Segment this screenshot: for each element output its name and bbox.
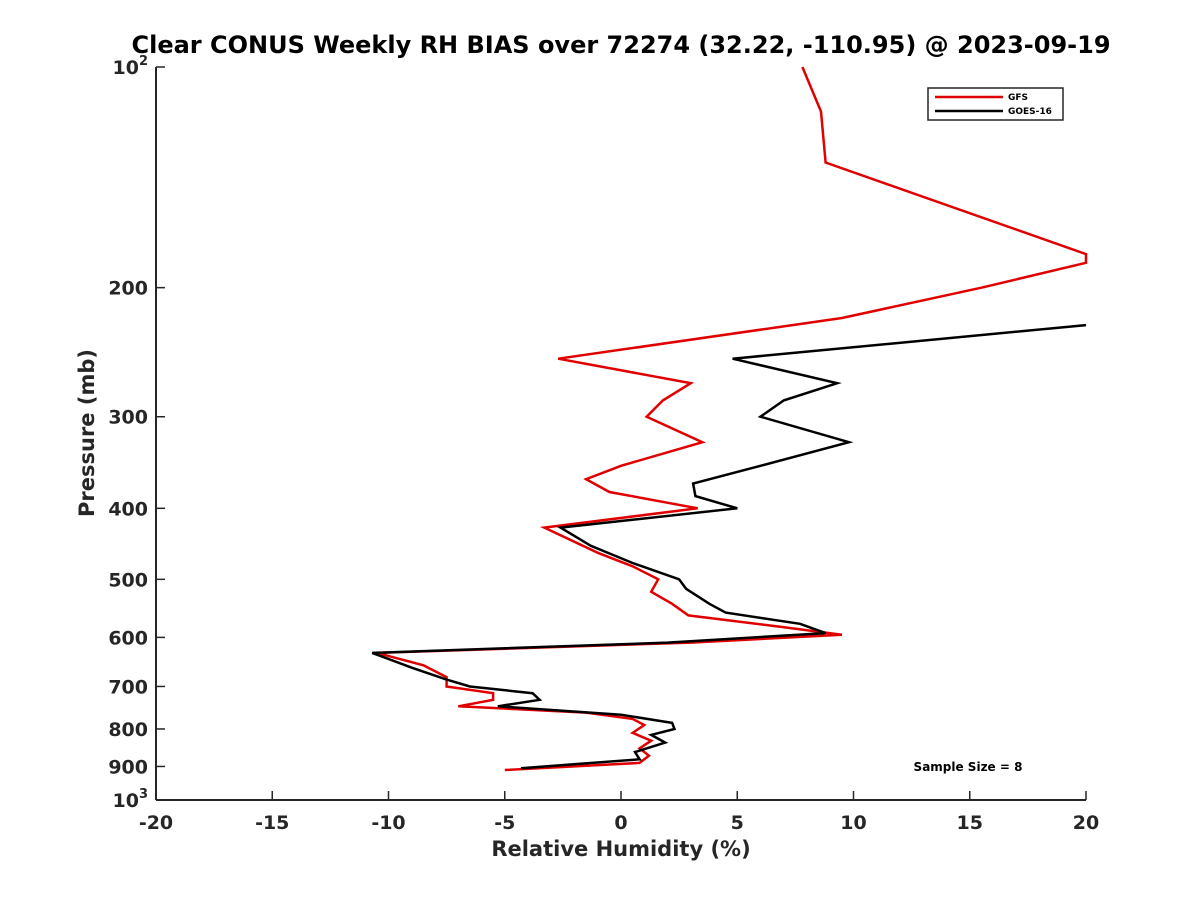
legend-label-goes16: GOES-16: [1008, 107, 1052, 117]
legend-label-gfs: GFS: [1008, 93, 1028, 103]
y-tick-base: 200: [108, 278, 148, 300]
y-axis-label: Pressure (mb): [75, 349, 99, 517]
y-tick-base: 300: [108, 407, 148, 429]
legend: GFS GOES-16: [927, 87, 1064, 121]
y-tick-label: 500: [108, 569, 148, 591]
series-line-gfs: [376, 66, 1088, 772]
y-tick-label: 800: [108, 719, 148, 741]
x-ticks: -20 -15 -10 -5 0 5 10 15 20: [139, 791, 1099, 834]
y-tick-label: 600: [108, 627, 148, 649]
x-tick-label: -5: [494, 812, 515, 834]
y-tick-exponent: 2: [139, 54, 148, 69]
y-tick-base: 900: [108, 756, 148, 778]
y-tick-base: 700: [108, 676, 148, 698]
x-tick-label: 10: [840, 812, 866, 834]
y-tick-base: 500: [108, 569, 148, 591]
y-tick-label: 103: [113, 787, 149, 812]
chart-title: Clear CONUS Weekly RH BIAS over 72274 (3…: [131, 31, 1110, 59]
y-tick-base: 10: [113, 790, 139, 812]
y-tick-label: 200: [108, 278, 148, 300]
y-tick-label: 400: [108, 498, 148, 520]
x-axis-label: Relative Humidity (%): [491, 837, 750, 861]
y-tick-base: 10: [113, 57, 139, 79]
y-tick-base: 400: [108, 498, 148, 520]
x-tick-label: -10: [371, 812, 405, 834]
series-line-goes16: [371, 323, 1087, 770]
y-tick-label: 900: [108, 756, 148, 778]
series-layer: [371, 66, 1088, 772]
sample-size-annotation: Sample Size = 8: [914, 760, 1023, 774]
y-tick-label: 102: [113, 54, 149, 79]
y-tick-label: 700: [108, 676, 148, 698]
y-tick-base: 800: [108, 719, 148, 741]
x-tick-label: 5: [731, 812, 744, 834]
y-tick-base: 600: [108, 627, 148, 649]
x-tick-label: -20: [139, 812, 173, 834]
x-tick-label: 0: [614, 812, 627, 834]
y-tick-exponent: 3: [139, 787, 148, 802]
x-tick-label: -15: [255, 812, 289, 834]
x-tick-label: 15: [957, 812, 983, 834]
plot-area: [156, 67, 1086, 800]
x-tick-label: 20: [1073, 812, 1099, 834]
legend-box: [927, 87, 1064, 121]
y-tick-label: 300: [108, 407, 148, 429]
